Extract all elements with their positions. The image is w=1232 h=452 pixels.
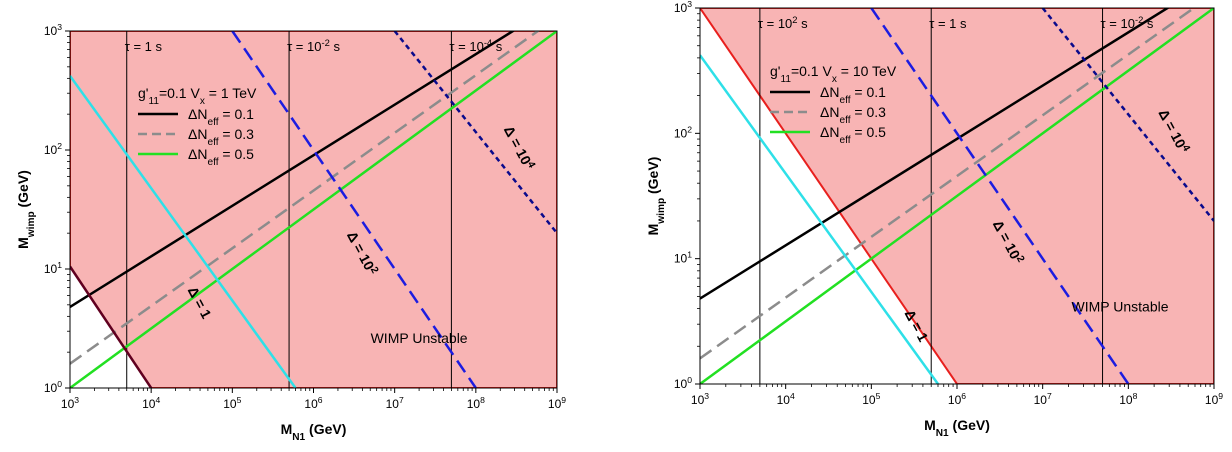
chart-panel-2: 103​ 104​ 105​ 106​ 107​ 108​ 109​ 100​ 101​ 102​… [645, 0, 1223, 439]
lifetime-label: τ = 10-2​ s [287, 37, 340, 55]
x-tick-label: 106​ [948, 391, 966, 407]
x-tick-label: 105​ [223, 395, 241, 411]
series-line-4 [70, 75, 297, 388]
y-tick-label: 103​ [674, 0, 692, 15]
plot-area [70, 31, 557, 388]
series-line-1 [700, 8, 1170, 300]
x-tick-label: 107​ [386, 395, 404, 411]
series-line-3 [70, 31, 557, 388]
lifetime-label: τ = 1 s [929, 16, 967, 31]
legend-entry: ΔNeff​ = 0.1 [188, 106, 254, 128]
series-line-7 [70, 265, 153, 388]
series-line-1 [70, 31, 516, 308]
series-line-6 [393, 31, 557, 234]
series-line-2 [70, 31, 541, 365]
x-tick-label: 109​ [548, 395, 566, 411]
y-tick-label: 101​ [674, 250, 692, 266]
series-line-6 [1041, 8, 1214, 222]
series-line-4 [700, 54, 940, 384]
y-axis-label: Mwimp​ (GeV) [645, 157, 667, 236]
lifetime-label: τ = 102​ s [758, 14, 808, 32]
legend-entry: ΔNeff​ = 0.5 [188, 146, 254, 168]
legend-entry: ΔNeff​ = 0.1 [820, 84, 886, 106]
x-tick-label: 105​ [862, 391, 880, 407]
plot-area [700, 8, 1214, 384]
x-tick-label: 104​ [777, 391, 795, 407]
series-line-3 [700, 8, 1214, 384]
legend-entry: ΔNeff​ = 0.3 [820, 104, 886, 126]
x-tick-label: 106​ [304, 395, 322, 411]
x-tick-label: 108​ [467, 395, 485, 411]
y-tick-label: 103​ [44, 22, 62, 38]
series-line-5 [231, 31, 477, 388]
region-label: WIMP Unstable [371, 330, 468, 346]
chart-panel-1: 103​ 104​ 105​ 106​ 107​ 108​ 109​ 100​ 101​ 102​… [15, 22, 566, 443]
y-axis-label: Mwimp​ (GeV) [15, 170, 37, 249]
lifetime-label: τ = 10-4​ s [449, 37, 502, 55]
legend-header: g'11​=0.1 Vx​ = 10 TeV [770, 63, 897, 85]
region-label: WIMP Unstable [1072, 298, 1169, 314]
lifetime-label: τ = 10-2​ s [1101, 14, 1154, 32]
y-tick-label: 102​ [674, 124, 692, 140]
x-tick-label: 108​ [1119, 391, 1137, 407]
x-tick-label: 107​ [1034, 391, 1052, 407]
x-tick-label: 103​ [691, 391, 709, 407]
x-axis-label: MN1​ (GeV) [924, 417, 990, 439]
y-tick-label: 100​ [44, 379, 62, 395]
legend-entry: ΔNeff​ = 0.5 [820, 124, 886, 146]
x-axis-label: MN1​ (GeV) [281, 421, 347, 443]
series-line-2 [700, 8, 1197, 360]
legend-header: g'11​=0.1 Vx​ = 1 TeV [138, 85, 257, 107]
x-tick-label: 109​ [1205, 391, 1223, 407]
series-line-5 [870, 8, 1130, 384]
y-tick-label: 101​ [44, 260, 62, 276]
x-tick-label: 103​ [61, 395, 79, 411]
y-tick-label: 100​ [674, 375, 692, 391]
legend-entry: ΔNeff​ = 0.3 [188, 126, 254, 148]
lifetime-label: τ = 1 s [125, 39, 163, 54]
x-tick-label: 104​ [142, 395, 160, 411]
y-tick-label: 102​ [44, 141, 62, 157]
